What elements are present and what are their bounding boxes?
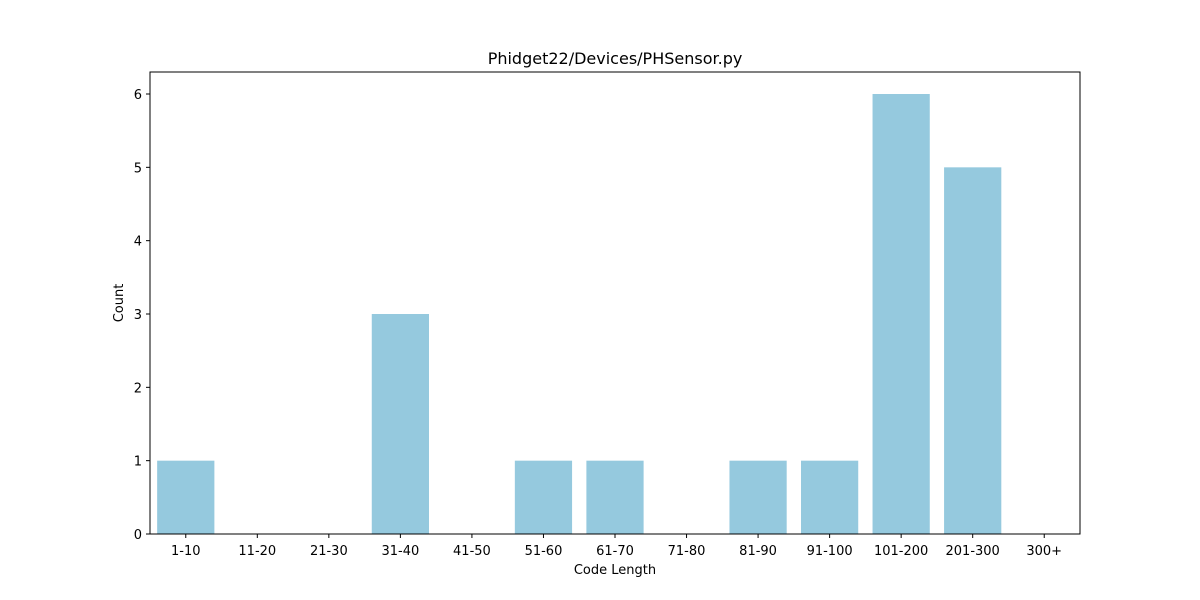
y-axis: 0 1 2 3 4 5 6 <box>134 88 150 543</box>
bar-1-10 <box>157 460 215 534</box>
x-tick-label: 61-70 <box>596 544 634 559</box>
bar-61-70 <box>586 460 644 534</box>
x-tick-label: 11-20 <box>238 544 276 559</box>
bar-31-40 <box>371 314 429 534</box>
plot-frame <box>149 71 1081 535</box>
bar-51-60 <box>514 460 573 534</box>
x-axis-label: Code Length <box>574 563 656 578</box>
y-tick-label: 1 <box>134 455 142 470</box>
y-tick-label: 5 <box>134 161 142 176</box>
x-tick-label: 1-10 <box>171 544 201 559</box>
y-tick-label: 6 <box>134 88 142 103</box>
x-tick-label: 300+ <box>1026 544 1062 559</box>
x-tick-label: 101-200 <box>874 544 928 559</box>
bar-91-100 <box>801 460 859 534</box>
y-tick-label: 0 <box>134 528 142 543</box>
x-tick-label: 21-30 <box>310 544 348 559</box>
y-axis-label: Count <box>112 284 127 323</box>
y-tick-label: 4 <box>134 235 142 250</box>
x-tick-label: 81-90 <box>739 544 777 559</box>
x-tick-label: 31-40 <box>381 544 419 559</box>
bar-101-200 <box>872 94 930 534</box>
x-tick-label: 91-100 <box>807 544 853 559</box>
x-tick-label: 201-300 <box>946 544 1000 559</box>
chart-title: Phidget22/Devices/PHSensor.py <box>488 49 743 68</box>
x-axis: 1-10 11-20 21-30 31-40 41-50 51-60 61-70 71-80 8… <box>171 534 1062 559</box>
x-tick-label: 41-50 <box>453 544 491 559</box>
y-tick-label: 2 <box>134 381 142 396</box>
bar-81-90 <box>729 460 787 534</box>
x-tick-label: 51-60 <box>525 544 563 559</box>
bar-201-300 <box>944 167 1002 535</box>
y-tick-label: 3 <box>134 308 142 323</box>
x-tick-label: 71-80 <box>668 544 706 559</box>
bars-group <box>157 94 1002 535</box>
